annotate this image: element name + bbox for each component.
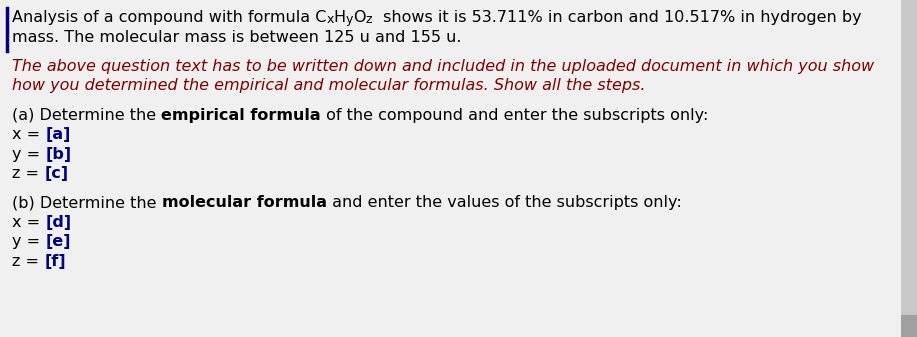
Text: of the compound and enter the subscripts only:: of the compound and enter the subscripts…	[321, 108, 708, 123]
Text: z: z	[366, 13, 372, 26]
Text: empirical formula: empirical formula	[161, 108, 321, 123]
Text: [e]: [e]	[45, 234, 71, 249]
Text: shows it is 53.711% in carbon and 10.517% in hydrogen by: shows it is 53.711% in carbon and 10.517…	[378, 10, 862, 25]
Text: molecular formula: molecular formula	[161, 195, 326, 210]
Text: [f]: [f]	[44, 254, 66, 269]
Text: how you determined the empirical and molecular formulas. Show all the steps.: how you determined the empirical and mol…	[12, 78, 646, 93]
Text: mass. The molecular mass is between 125 u and 155 u.: mass. The molecular mass is between 125 …	[12, 30, 461, 44]
Text: [d]: [d]	[45, 215, 72, 230]
Text: (a) Determine the: (a) Determine the	[12, 108, 161, 123]
Text: y: y	[346, 13, 353, 26]
Text: [a]: [a]	[45, 127, 71, 142]
Text: and enter the values of the subscripts only:: and enter the values of the subscripts o…	[326, 195, 681, 210]
Text: y =: y =	[12, 234, 45, 249]
Text: The above question text has to be written down and included in the uploaded docu: The above question text has to be writte…	[12, 59, 874, 74]
Text: [b]: [b]	[45, 147, 72, 161]
Text: H: H	[334, 10, 346, 25]
Text: x: x	[326, 13, 334, 26]
Text: x =: x =	[12, 215, 45, 230]
Text: z =: z =	[12, 166, 44, 181]
Text: x =: x =	[12, 127, 45, 142]
Text: Analysis of a compound with formula C: Analysis of a compound with formula C	[12, 10, 326, 25]
Text: z =: z =	[12, 254, 44, 269]
Text: (b) Determine the: (b) Determine the	[12, 195, 161, 210]
Text: O: O	[353, 10, 366, 25]
Text: y =: y =	[12, 147, 45, 161]
Text: [c]: [c]	[44, 166, 68, 181]
